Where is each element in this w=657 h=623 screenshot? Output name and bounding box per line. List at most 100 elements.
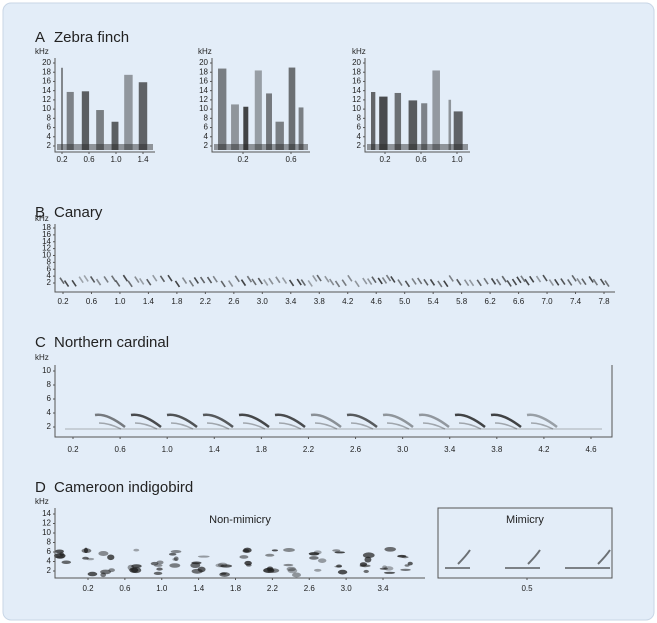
spectrogram-syllable [379,96,388,150]
y-tick-label: 2 [47,278,52,287]
x-tick-label: 0.5 [521,584,533,593]
spectrogram-note [341,279,347,287]
spectrogram-note [122,274,129,282]
panel-label: A [35,29,45,46]
spectrogram-note [324,275,330,283]
x-tick-label: 0.2 [56,155,68,164]
x-tick-label: 4.6 [585,445,597,454]
spectrogram-syllable [153,571,163,576]
spectrogram-note [159,275,166,283]
spectrogram-syllable [231,104,239,150]
plot-annotation: Mimicry [506,514,544,526]
spectrogram-band [214,144,308,150]
spectrogram-note [152,274,158,282]
spectrogram-note [592,278,599,286]
x-tick-label: 3.0 [341,584,353,593]
spectrogram-note [527,549,541,565]
spectrogram-note [429,278,436,286]
x-tick-label: 1.0 [156,584,168,593]
x-tick-label: 0.2 [379,155,391,164]
axis [54,224,615,293]
y-tick-label: 4 [47,271,52,280]
spectrogram-syllable [220,564,233,568]
y-tick-label: 14 [42,86,51,95]
x-tick-label: 3.8 [491,445,503,454]
y-tick-label: 4 [47,408,52,417]
x-tick-label: 6.6 [513,297,525,306]
spectrogram-syllable [271,549,279,552]
spectrogram-note [385,274,392,282]
x-tick-label: 0.2 [237,155,249,164]
y-tick-label: 2 [47,422,52,431]
spectrogram-note [483,277,489,285]
y-tick-label: 2 [47,141,52,150]
spectrogram-note [506,279,512,287]
spectrogram-syllable [124,74,133,150]
y-tick-label: 20 [352,58,361,67]
spectrogram-syllable [364,556,372,563]
panel-label: C [35,334,46,351]
spectrogram-syllable [317,558,327,563]
spectrogram-syllable [96,110,104,150]
axis [54,365,613,438]
plot-frame [437,507,613,579]
x-tick-label: 0.6 [285,155,297,164]
y-tick-label: 6 [47,264,52,273]
spectrogram-note [146,278,152,286]
spectrogram-note [443,280,449,288]
spectrogram-note [115,280,121,287]
y-tick-label: 10 [42,366,51,375]
y-tick-label: 10 [42,104,51,113]
spectrogram-syllable [156,560,164,565]
x-tick-label: 0.2 [57,297,69,306]
spectrogram-note [167,274,173,282]
y-tick-label: 2 [47,566,52,575]
spectrogram-syllable [283,548,295,552]
y-tick-label: 16 [42,230,51,239]
panel-label: D [35,479,46,496]
spectrogram-note [495,278,502,286]
x-tick-label: 2.2 [200,297,212,306]
spectrogram-note [554,278,560,286]
x-tick-label: 1.8 [230,584,242,593]
spectrogram-syllable [191,561,202,565]
y-tick-label: 14 [199,86,208,95]
spectrogram-note [312,275,318,282]
spectrogram-note [307,279,313,287]
spectrogram-note [83,275,89,282]
spectrogram: 0.5 Mimicry [437,507,613,593]
y-tick-label: 6 [47,394,52,403]
x-tick-label: 0.6 [83,155,95,164]
spectrogram-note [59,277,65,285]
spectrogram-syllable [82,556,89,560]
spectrogram-note [468,279,475,287]
y-tick-label: 4 [47,557,52,566]
y-tick-label: 8 [47,380,52,389]
x-tick-label: 1.4 [137,155,149,164]
spectrogram: kHz 2 4 6 8 10 0.2 0.6 1.0 1.4 1.8 2.2 2.6 3.0 3.4 3.8 4… [35,353,613,454]
axis [54,58,155,153]
spectrogram-syllable [244,560,252,566]
spectrogram-syllable [384,546,397,552]
spectrogram-syllable [336,564,342,568]
spectrogram-syllable [263,567,275,573]
spectrogram-syllable [454,413,486,428]
spectrogram-syllable [350,422,374,430]
spectrogram-syllable [130,413,162,428]
spectrogram-syllable [407,561,413,566]
spectrogram-syllable [202,413,234,428]
spectrogram-band [57,144,153,150]
axis [211,58,310,153]
spectrogram-note [397,279,403,287]
spectrogram-note [111,275,117,283]
spectrogram-note [89,275,96,283]
spectrogram-syllable [421,103,428,150]
x-tick-label: 0.6 [115,445,127,454]
spectrogram-syllable [394,92,402,150]
spectrogram-syllable [287,568,298,574]
spectrogram-syllable [218,68,227,150]
